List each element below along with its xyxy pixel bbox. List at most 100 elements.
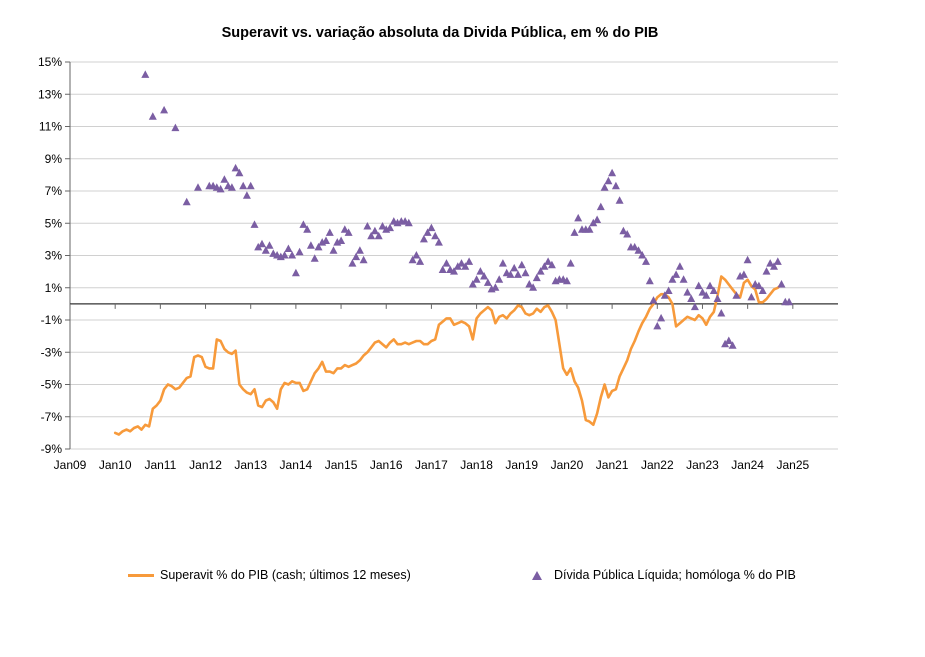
divida-point xyxy=(630,242,639,251)
y-tick-label: -7% xyxy=(41,410,63,424)
divida-point xyxy=(216,184,225,193)
divida-point xyxy=(468,280,477,288)
divida-point xyxy=(171,123,180,132)
divida-point xyxy=(770,262,778,270)
y-tick-label: 11% xyxy=(39,120,62,134)
divida-point xyxy=(675,262,684,270)
divida-point xyxy=(657,313,666,322)
divida-point xyxy=(295,247,304,256)
divida-point xyxy=(472,275,481,283)
y-tick-label: 9% xyxy=(45,152,63,166)
divida-point xyxy=(374,231,383,240)
divida-point xyxy=(314,242,323,251)
divida-point xyxy=(498,259,507,267)
divida-point xyxy=(690,302,699,311)
divida-point xyxy=(348,259,357,267)
divida-point xyxy=(141,70,150,78)
divida-point xyxy=(758,286,767,294)
divida-point xyxy=(754,281,763,290)
divida-point xyxy=(608,168,617,177)
divida-point xyxy=(517,260,526,269)
divida-point xyxy=(250,220,259,228)
divida-point xyxy=(359,255,368,264)
y-tick-label: -5% xyxy=(41,378,63,392)
y-tick-label: -9% xyxy=(41,442,63,456)
divida-series xyxy=(141,70,794,349)
divida-point xyxy=(261,246,270,254)
divida-point xyxy=(732,291,741,299)
divida-point xyxy=(438,265,447,273)
divida-point xyxy=(194,183,202,191)
x-tick-label: Jan17 xyxy=(415,458,448,472)
divida-point xyxy=(728,341,737,349)
divida-point xyxy=(785,297,794,306)
x-tick-label: Jan19 xyxy=(505,458,538,472)
grid-lines xyxy=(70,61,838,450)
divida-point xyxy=(227,183,236,191)
divida-point xyxy=(529,283,538,291)
x-tick-label: Jan11 xyxy=(144,458,176,472)
divida-point xyxy=(611,181,620,190)
divida-point xyxy=(600,183,609,191)
x-tick-label: Jan14 xyxy=(280,458,313,472)
x-tick-label: Jan21 xyxy=(596,458,629,472)
divida-point xyxy=(299,220,308,228)
chart-title: Superavit vs. variação absoluta da Divid… xyxy=(222,25,659,41)
x-tick-label: Jan16 xyxy=(370,458,403,472)
divida-point xyxy=(242,191,251,199)
divida-point xyxy=(476,267,485,275)
x-tick-label: Jan25 xyxy=(776,458,809,472)
divida-point xyxy=(615,196,624,204)
divida-point xyxy=(593,215,602,223)
divida-point xyxy=(717,309,726,317)
divida-point xyxy=(547,260,556,269)
divida-point xyxy=(634,246,643,254)
divida-point xyxy=(329,246,338,254)
divida-point xyxy=(404,218,413,227)
divida-point xyxy=(246,181,255,190)
divida-point xyxy=(442,259,451,267)
x-tick-label: Jan23 xyxy=(686,458,719,472)
divida-point xyxy=(367,231,376,240)
legend-label-superavit: Superavit % do PIB (cash; últimos 12 mes… xyxy=(160,568,411,582)
divida-point xyxy=(280,251,289,259)
divida-point xyxy=(713,294,722,302)
divida-point xyxy=(220,175,229,183)
superavit-series xyxy=(113,275,783,436)
y-axis-ticks: 15% 13% 11% 9% 7% 5% 3% 1% -1% -3% -5% -7% -9% xyxy=(38,55,62,456)
divida-point xyxy=(288,251,297,259)
divida-point xyxy=(483,278,492,286)
divida-point xyxy=(698,288,707,296)
x-axis-ticks: Jan09 Jan10 Jan11 Jan12 Jan13 Jan14 Jan15 Jan16… xyxy=(54,458,810,472)
y-tick-label: 1% xyxy=(45,281,63,295)
divida-point xyxy=(604,176,613,185)
divida-point xyxy=(506,270,515,278)
x-tick-label: Jan13 xyxy=(234,458,267,472)
divida-point xyxy=(363,222,372,230)
divida-point xyxy=(235,168,244,177)
x-tick-label: Jan10 xyxy=(99,458,132,472)
legend-triangle-swatch xyxy=(532,570,542,580)
divida-point xyxy=(450,267,458,275)
divida-point xyxy=(773,257,782,265)
legend: Superavit % do PIB (cash; últimos 12 mes… xyxy=(0,568,925,590)
divida-point xyxy=(642,257,650,265)
divida-point xyxy=(182,197,191,206)
divida-point xyxy=(574,213,583,222)
divida-point xyxy=(702,291,711,299)
divida-point xyxy=(495,275,504,283)
divida-point xyxy=(291,268,300,277)
x-tick-label: Jan18 xyxy=(460,458,493,472)
divida-point xyxy=(148,112,157,120)
divida-point xyxy=(619,226,628,235)
divida-point xyxy=(521,268,530,277)
divida-point xyxy=(679,275,688,283)
divida-point xyxy=(664,286,673,294)
divida-point xyxy=(386,223,394,232)
divida-point xyxy=(480,272,489,280)
divida-point xyxy=(254,242,263,251)
divida-point xyxy=(434,238,443,246)
x-tick-label: Jan24 xyxy=(731,458,764,472)
legend-item-superavit: Superavit % do PIB (cash; últimos 12 mes… xyxy=(128,568,411,582)
